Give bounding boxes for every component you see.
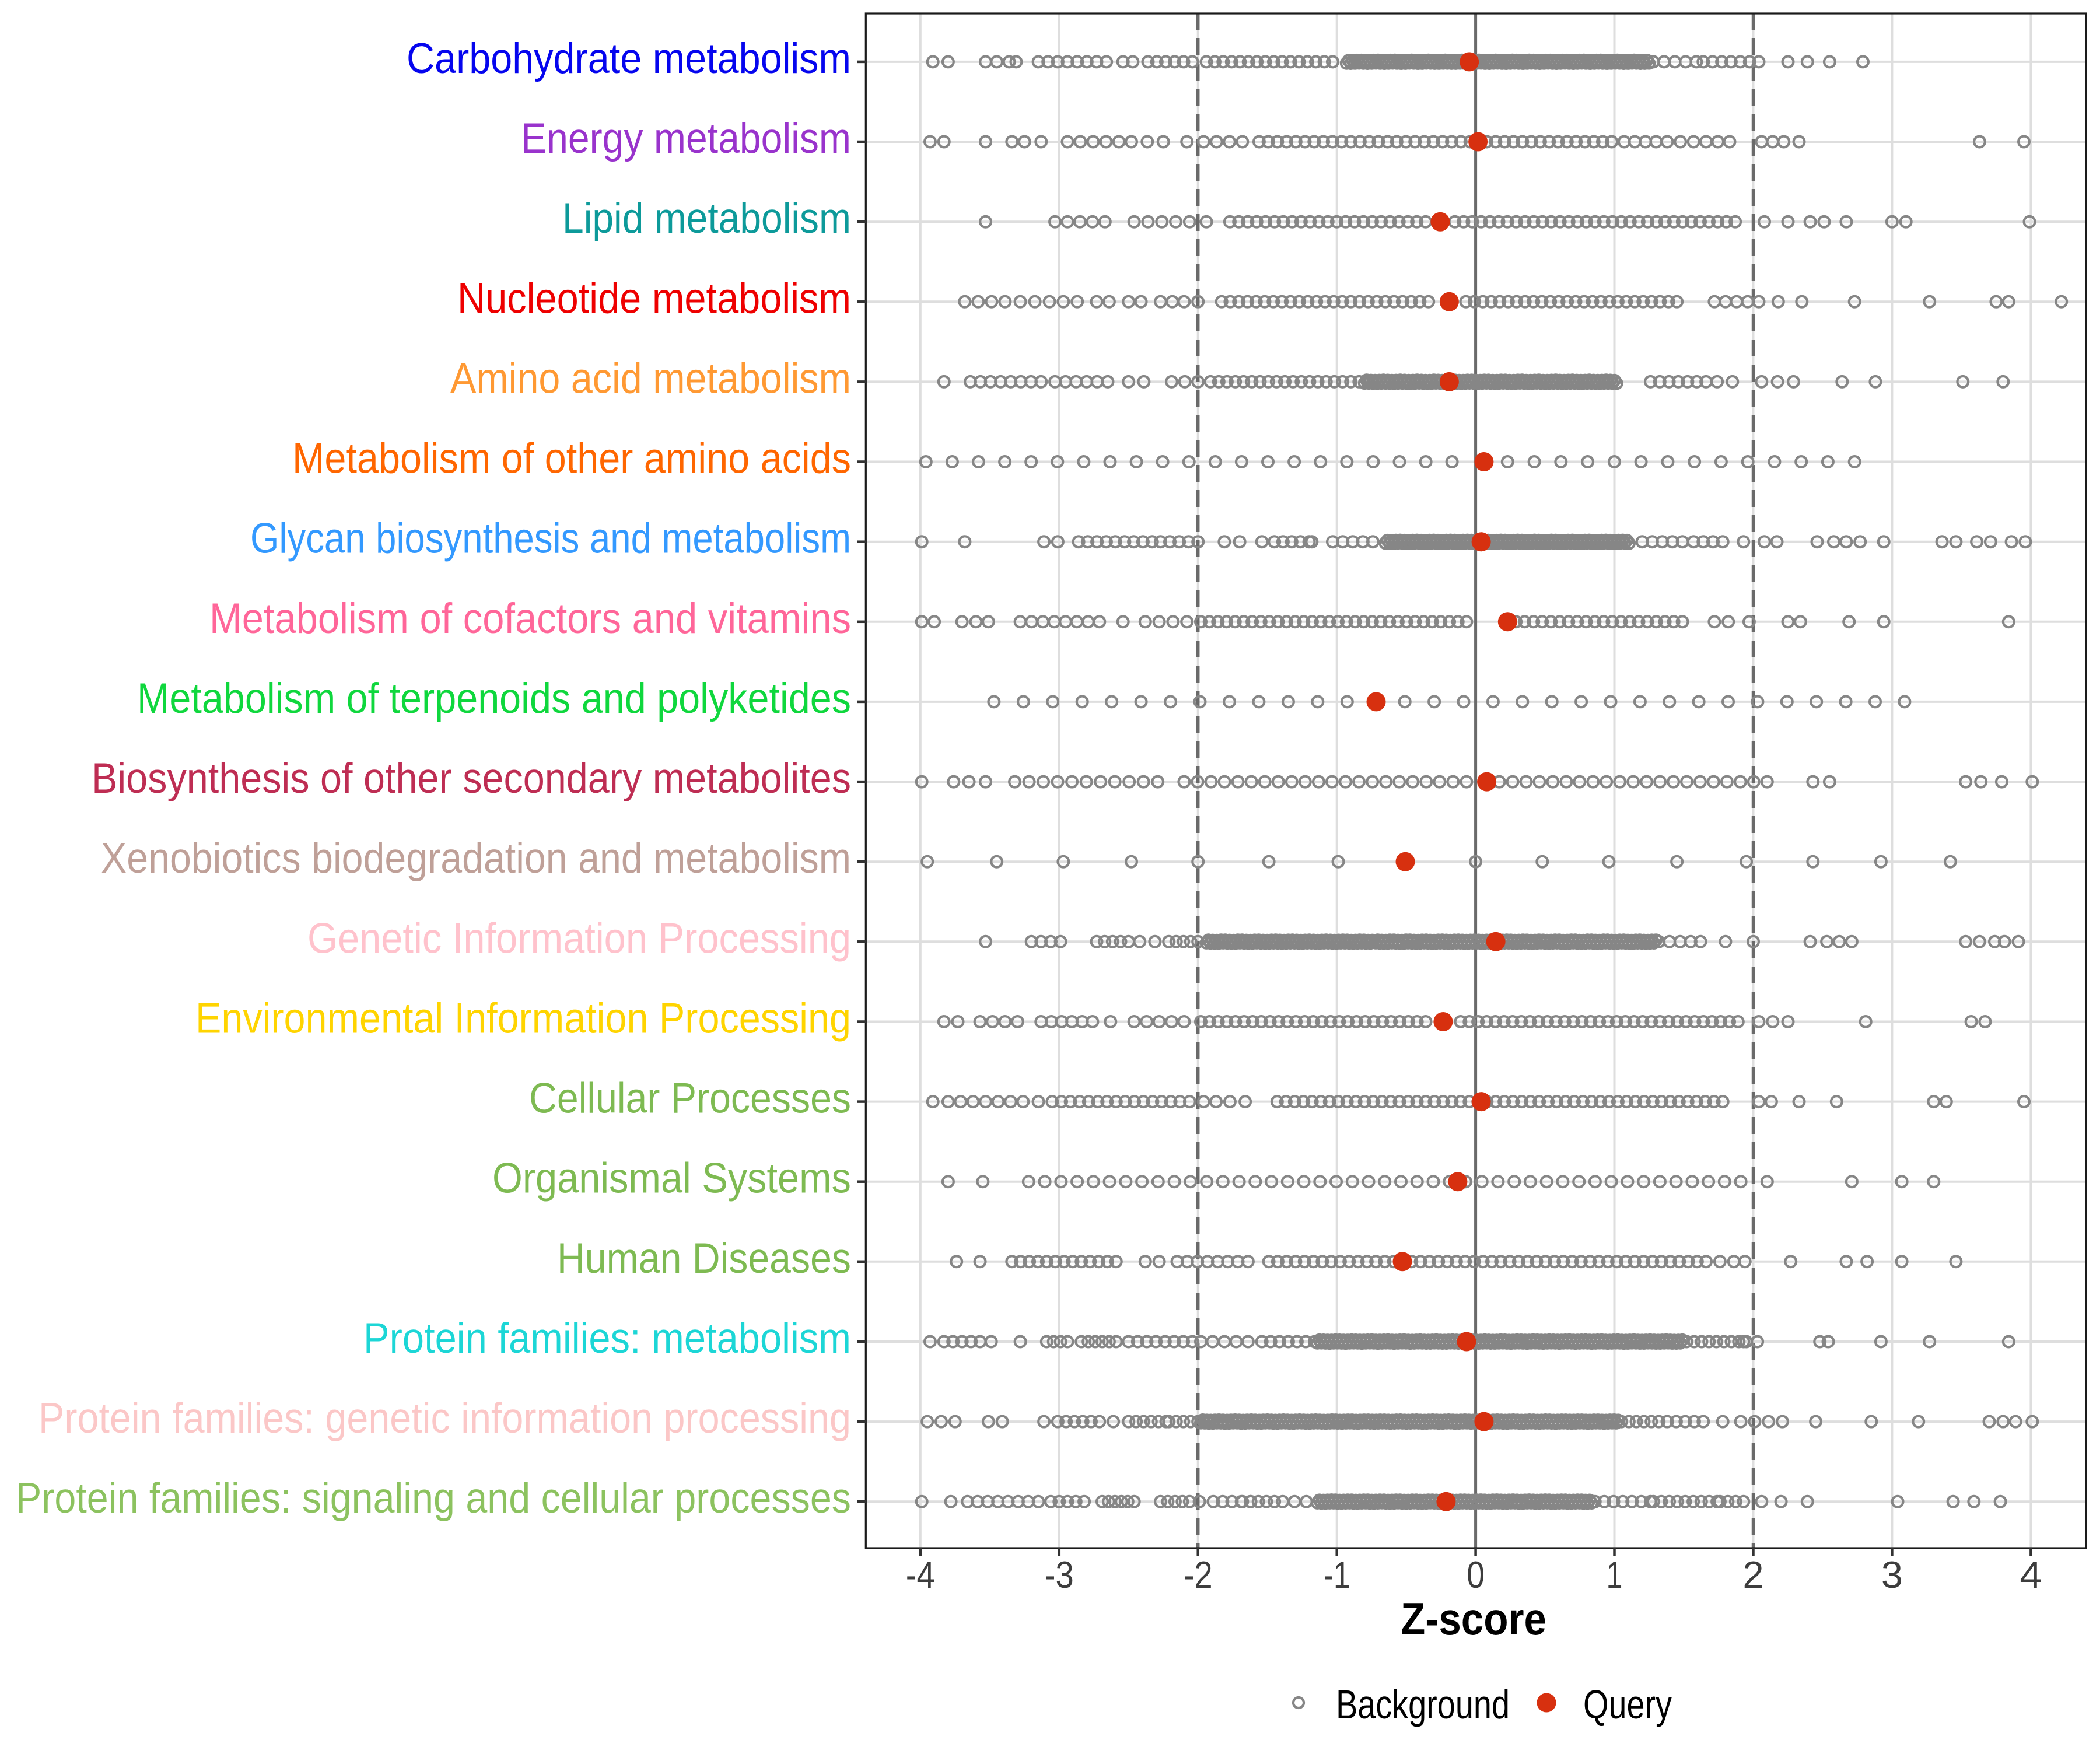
svg-text:Z-score: Z-score <box>1401 1593 1546 1644</box>
svg-text:Query: Query <box>1583 1682 1672 1727</box>
svg-text:Protein families: metabolism: Protein families: metabolism <box>363 1315 851 1362</box>
svg-text:Environmental Information Proc: Environmental Information Processing <box>195 995 851 1042</box>
svg-text:Metabolism of terpenoids and p: Metabolism of terpenoids and polyketides <box>137 675 851 722</box>
svg-text:Energy metabolism: Energy metabolism <box>521 115 851 162</box>
svg-text:Cellular Processes: Cellular Processes <box>529 1075 851 1122</box>
svg-text:Genetic Information Processing: Genetic Information Processing <box>307 915 851 962</box>
svg-text:Metabolism of other amino acid: Metabolism of other amino acids <box>292 435 851 482</box>
svg-text:Glycan biosynthesis and metabo: Glycan biosynthesis and metabolism <box>250 515 851 562</box>
svg-text:-4: -4 <box>906 1553 935 1596</box>
svg-text:Lipid metabolism: Lipid metabolism <box>562 195 851 242</box>
svg-text:Protein families: signaling an: Protein families: signaling and cellular… <box>16 1475 851 1522</box>
svg-text:3: 3 <box>1881 1553 1903 1596</box>
svg-text:Protein families: genetic info: Protein families: genetic information pr… <box>38 1395 851 1442</box>
svg-text:Carbohydrate metabolism: Carbohydrate metabolism <box>407 35 851 82</box>
svg-text:-1: -1 <box>1324 1553 1350 1596</box>
svg-text:0: 0 <box>1466 1553 1485 1596</box>
svg-text:4: 4 <box>2020 1553 2042 1596</box>
svg-text:Background: Background <box>1336 1682 1510 1727</box>
svg-text:Organismal Systems: Organismal Systems <box>492 1155 851 1202</box>
svg-text:Metabolism of cofactors and vi: Metabolism of cofactors and vitamins <box>209 595 851 642</box>
svg-text:-2: -2 <box>1184 1553 1213 1596</box>
svg-text:2: 2 <box>1743 1553 1764 1596</box>
svg-text:Human Diseases: Human Diseases <box>557 1235 851 1282</box>
svg-text:Biosynthesis of other secondar: Biosynthesis of other secondary metaboli… <box>92 755 851 802</box>
svg-text:Nucleotide metabolism: Nucleotide metabolism <box>457 275 851 322</box>
svg-text:-3: -3 <box>1045 1553 1074 1596</box>
svg-text:Amino acid metabolism: Amino acid metabolism <box>450 355 851 402</box>
svg-text:Xenobiotics biodegradation and: Xenobiotics biodegradation and metabolis… <box>101 835 851 882</box>
svg-text:1: 1 <box>1606 1553 1623 1596</box>
